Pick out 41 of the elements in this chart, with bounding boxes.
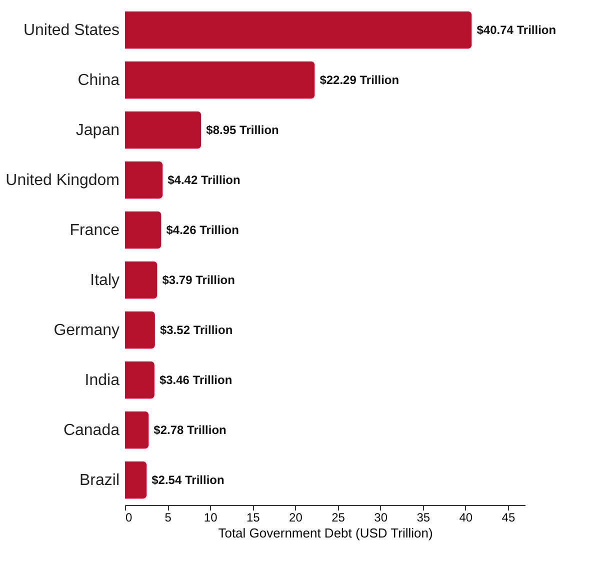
x-tick-label: 45 xyxy=(502,510,516,524)
x-tick-label: 25 xyxy=(332,510,346,524)
bar xyxy=(125,211,162,249)
bar xyxy=(125,61,315,99)
y-tick-label: Japan xyxy=(76,122,120,139)
y-tick-label: United States xyxy=(23,22,120,39)
data-label: $4.26 Trillion xyxy=(166,223,239,237)
data-label: $2.78 Trillion xyxy=(154,423,226,437)
x-tick-label: 0 xyxy=(126,510,132,524)
bar xyxy=(125,311,155,349)
bar xyxy=(125,111,202,149)
bar xyxy=(125,461,147,499)
bar xyxy=(125,11,472,49)
bar xyxy=(125,411,149,449)
y-tick-label: France xyxy=(70,222,120,239)
x-tick-label: 30 xyxy=(374,510,388,524)
data-label: $3.79 Trillion xyxy=(162,273,235,287)
bar xyxy=(125,361,154,399)
x-tick-label: 15 xyxy=(246,510,260,524)
y-tick-label: China xyxy=(78,72,120,89)
y-tick-label: Italy xyxy=(90,272,120,289)
data-label: $22.29 Trillion xyxy=(320,73,400,87)
data-label: $8.95 Trillion xyxy=(206,123,279,137)
data-label: $40.74 Trillion xyxy=(476,23,556,37)
y-tick-label: Canada xyxy=(63,422,120,439)
x-tick-label: 20 xyxy=(289,510,303,524)
y-tick-label: United Kingdom xyxy=(6,172,120,189)
y-tick-label: Brazil xyxy=(79,472,120,489)
x-tick-label: 40 xyxy=(459,510,473,524)
x-tick-label: 5 xyxy=(164,510,172,524)
bar xyxy=(125,261,158,299)
data-label: $4.42 Trillion xyxy=(168,173,240,187)
x-tick-label: 10 xyxy=(204,510,218,524)
y-tick-label: India xyxy=(84,372,120,389)
x-tick-label: 35 xyxy=(416,510,430,524)
data-label: $3.46 Trillion xyxy=(159,373,232,387)
bar xyxy=(125,161,163,199)
data-label: $3.52 Trillion xyxy=(160,323,233,337)
y-tick-label: Germany xyxy=(54,322,120,339)
x-axis-title: Total Government Debt (USD Trillion) xyxy=(218,526,433,540)
data-label: $2.54 Trillion xyxy=(152,473,224,487)
